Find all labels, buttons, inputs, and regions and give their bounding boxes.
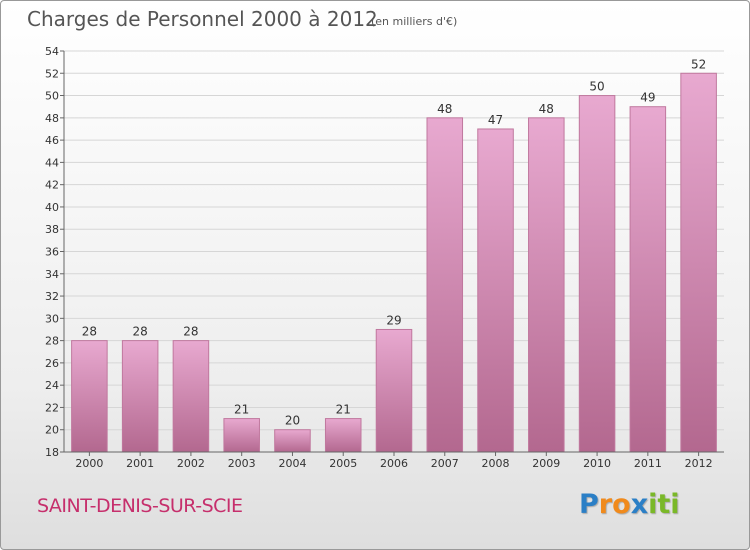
chart-title: Charges de Personnel 2000 à 2012 xyxy=(27,7,378,31)
bar-2008 xyxy=(477,128,514,453)
y-tick-label: 24 xyxy=(45,379,59,392)
x-tick-label: 2005 xyxy=(329,457,357,470)
bar-value-label: 50 xyxy=(589,80,604,94)
bar-2007 xyxy=(426,117,464,453)
y-tick-label: 46 xyxy=(45,134,59,147)
x-tick-label: 2009 xyxy=(532,457,560,470)
x-tick-label: 2002 xyxy=(177,457,205,470)
bar-2000 xyxy=(71,340,108,453)
y-tick-label: 32 xyxy=(45,290,59,303)
x-tick-label: 2001 xyxy=(126,457,154,470)
y-tick-label: 34 xyxy=(45,268,59,281)
bar-value-label: 48 xyxy=(539,102,554,116)
y-tick-label: 18 xyxy=(45,446,59,459)
axes: 18 20 22 24 26 28 30 32 34 36 38 40 42 44 46 48 50 52 54 20… xyxy=(45,45,724,470)
y-tick-label: 54 xyxy=(45,45,59,58)
x-tick-label: 2003 xyxy=(228,457,256,470)
bar-value-label: 49 xyxy=(640,91,655,105)
bar-value-label: 28 xyxy=(82,325,97,339)
logo-letter: i xyxy=(648,489,658,520)
bar-value-label: 28 xyxy=(133,325,148,339)
logo-letter: x xyxy=(630,489,649,520)
x-tick-label: 2006 xyxy=(380,457,408,470)
bar-value-label: 20 xyxy=(285,414,300,428)
y-tick-label: 44 xyxy=(45,156,59,169)
logo-letter: i xyxy=(670,489,680,520)
y-tick-label: 36 xyxy=(45,246,59,259)
bar-2005 xyxy=(324,418,362,453)
x-tick-label: 2012 xyxy=(685,457,713,470)
x-tick-label: 2008 xyxy=(482,457,510,470)
logo-letter: t xyxy=(657,489,671,520)
y-tick-label: 38 xyxy=(45,223,59,236)
y-tick-label: 22 xyxy=(45,401,59,414)
bar-2004 xyxy=(274,429,311,453)
y-tick-label: 30 xyxy=(45,312,59,325)
bar-value-label: 29 xyxy=(386,313,401,327)
logo-letter: P xyxy=(579,489,599,520)
chart-subtitle: (en milliers d'€) xyxy=(371,15,457,28)
bar-value-label: 52 xyxy=(691,57,706,71)
proxiti-logo[interactable]: Proxiti xyxy=(579,489,680,520)
bars: 28 28 28 21 20 21 29 48 47 48 50 49 52 xyxy=(71,57,717,453)
x-tick-label: 2000 xyxy=(75,457,103,470)
x-tick-label: 2004 xyxy=(278,457,306,470)
bar-2003 xyxy=(223,418,260,453)
y-tick-label: 40 xyxy=(45,201,59,214)
bar-value-label: 47 xyxy=(488,113,503,127)
bar-value-label: 28 xyxy=(183,325,198,339)
bar-value-label: 21 xyxy=(336,403,351,417)
town-name: SAINT-DENIS-SUR-SCIE xyxy=(37,495,243,517)
bar-2011 xyxy=(629,106,667,453)
x-tick-label: 2010 xyxy=(583,457,611,470)
bar-value-label: 21 xyxy=(234,403,249,417)
y-tick-label: 42 xyxy=(45,179,59,192)
bar-2006 xyxy=(375,328,413,453)
logo-letter: r xyxy=(598,489,613,520)
y-tick-label: 26 xyxy=(45,357,59,370)
y-tick-label: 28 xyxy=(45,335,59,348)
x-tick-label: 2011 xyxy=(634,457,662,470)
y-tick-label: 52 xyxy=(45,67,59,80)
bar-2010 xyxy=(578,95,616,453)
x-tick-label: 2007 xyxy=(431,457,459,470)
y-tick-label: 50 xyxy=(45,90,59,103)
bar-2009 xyxy=(528,117,565,453)
y-tick-label: 20 xyxy=(45,424,59,437)
bar-2012 xyxy=(680,72,717,453)
y-tick-label: 48 xyxy=(45,112,59,125)
bar-2002 xyxy=(172,340,210,453)
logo-letter: o xyxy=(612,489,631,520)
bar-value-label: 48 xyxy=(437,102,452,116)
bar-2001 xyxy=(121,340,159,453)
